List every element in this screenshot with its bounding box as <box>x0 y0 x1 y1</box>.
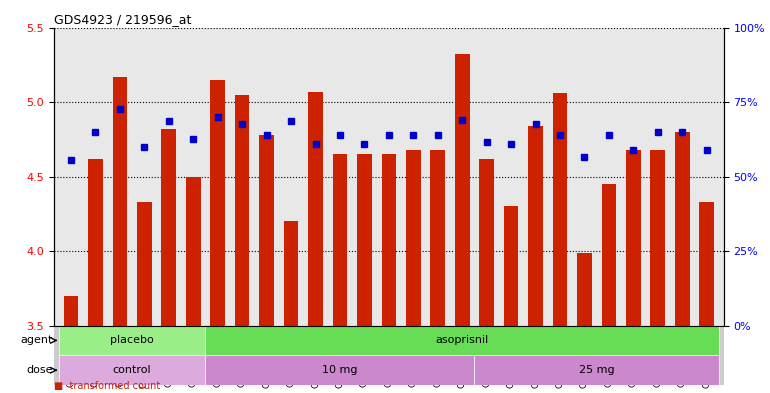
Bar <box>528 126 543 325</box>
Bar <box>455 54 470 325</box>
Bar <box>186 176 201 325</box>
Bar <box>504 206 518 325</box>
FancyBboxPatch shape <box>206 325 719 355</box>
Bar <box>210 80 225 325</box>
Bar <box>626 150 641 325</box>
Bar <box>651 150 665 325</box>
Bar <box>162 129 176 325</box>
Bar <box>137 202 152 325</box>
Text: agent: agent <box>21 336 53 345</box>
Text: placebo: placebo <box>110 336 154 345</box>
Bar <box>112 77 127 325</box>
Bar <box>64 296 79 325</box>
Bar <box>601 184 616 325</box>
Bar <box>430 150 445 325</box>
Text: control: control <box>113 365 152 375</box>
Bar <box>88 159 103 325</box>
Bar <box>406 150 420 325</box>
Text: 10 mg: 10 mg <box>322 365 358 375</box>
Text: 25 mg: 25 mg <box>579 365 614 375</box>
FancyBboxPatch shape <box>206 355 474 385</box>
Bar <box>381 154 397 325</box>
Bar <box>283 221 299 325</box>
Bar <box>235 95 249 325</box>
Bar <box>699 202 714 325</box>
Text: dose: dose <box>27 365 53 375</box>
Text: GDS4923 / 219596_at: GDS4923 / 219596_at <box>54 13 191 26</box>
Bar <box>479 159 494 325</box>
FancyBboxPatch shape <box>59 355 206 385</box>
FancyBboxPatch shape <box>59 325 206 355</box>
Bar <box>675 132 690 325</box>
Bar <box>308 92 323 325</box>
Bar <box>577 253 592 325</box>
Bar <box>259 135 274 325</box>
Text: ■  transformed count: ■ transformed count <box>54 381 160 391</box>
Bar <box>357 154 372 325</box>
FancyBboxPatch shape <box>474 355 719 385</box>
Text: asoprisnil: asoprisnil <box>436 336 489 345</box>
Bar <box>333 154 347 325</box>
Bar <box>553 93 567 325</box>
